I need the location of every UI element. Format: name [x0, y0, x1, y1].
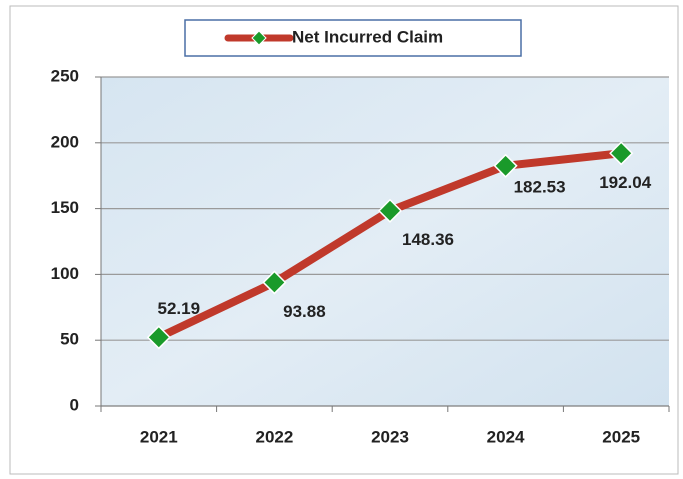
y-tick-label: 200 — [51, 132, 79, 151]
marker — [262, 270, 287, 295]
y-tick-label: 250 — [51, 66, 79, 85]
legend-label: Net Incurred Claim — [292, 27, 443, 46]
marker — [609, 141, 634, 166]
x-tick-label: 2021 — [140, 427, 178, 446]
plot-area — [101, 77, 669, 406]
y-tick-label: 0 — [70, 395, 79, 414]
y-tick-label: 150 — [51, 198, 79, 217]
marker — [146, 325, 171, 350]
y-tick-label: 50 — [60, 330, 79, 349]
y-tick-label: 100 — [51, 264, 79, 283]
data-label: 182.53 — [514, 177, 566, 196]
marker — [377, 198, 403, 223]
x-tick-label: 2025 — [602, 427, 640, 446]
data-label: 93.88 — [283, 302, 326, 321]
data-label: 148.36 — [402, 230, 454, 249]
x-tick-label: 2022 — [255, 427, 293, 446]
marker — [493, 153, 518, 178]
x-tick-label: 2024 — [487, 427, 525, 446]
data-label: 52.19 — [158, 299, 201, 318]
data-label: 192.04 — [599, 173, 652, 192]
x-tick-label: 2023 — [371, 427, 409, 446]
legend-marker — [251, 30, 267, 46]
